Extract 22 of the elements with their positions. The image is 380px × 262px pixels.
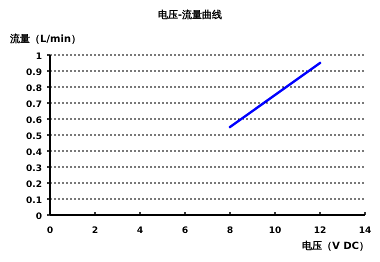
- x-tick-label: 2: [92, 226, 98, 236]
- y-tick-label: 0.4: [26, 148, 42, 158]
- x-tick-label: 14: [358, 226, 372, 236]
- chart-title: 电压-流量曲线: [158, 9, 222, 21]
- y-tick-label: 0.7: [26, 100, 42, 110]
- x-tick-label: 8: [226, 226, 234, 236]
- y-tick-label: 0: [36, 212, 42, 222]
- y-tick-label: 1: [36, 52, 42, 62]
- x-tick-label: 4: [136, 226, 144, 236]
- y-tick-label: 0.5: [26, 132, 42, 142]
- x-axis-title: 电压（V DC）: [302, 240, 369, 252]
- y-tick-label: 0.3: [26, 164, 42, 174]
- x-tick-label: 10: [268, 226, 282, 236]
- y-axis-title: 流量（L/min）: [9, 33, 81, 45]
- y-tick-label: 0.1: [26, 196, 42, 206]
- x-tick-label: 6: [182, 226, 188, 236]
- y-tick-label: 0.8: [26, 84, 42, 94]
- y-tick-label: 0.9: [26, 68, 42, 78]
- y-tick-label: 0.6: [26, 116, 42, 126]
- x-tick-label: 0: [46, 226, 54, 236]
- y-tick-label: 0.2: [26, 180, 42, 190]
- x-tick-label: 12: [314, 226, 326, 236]
